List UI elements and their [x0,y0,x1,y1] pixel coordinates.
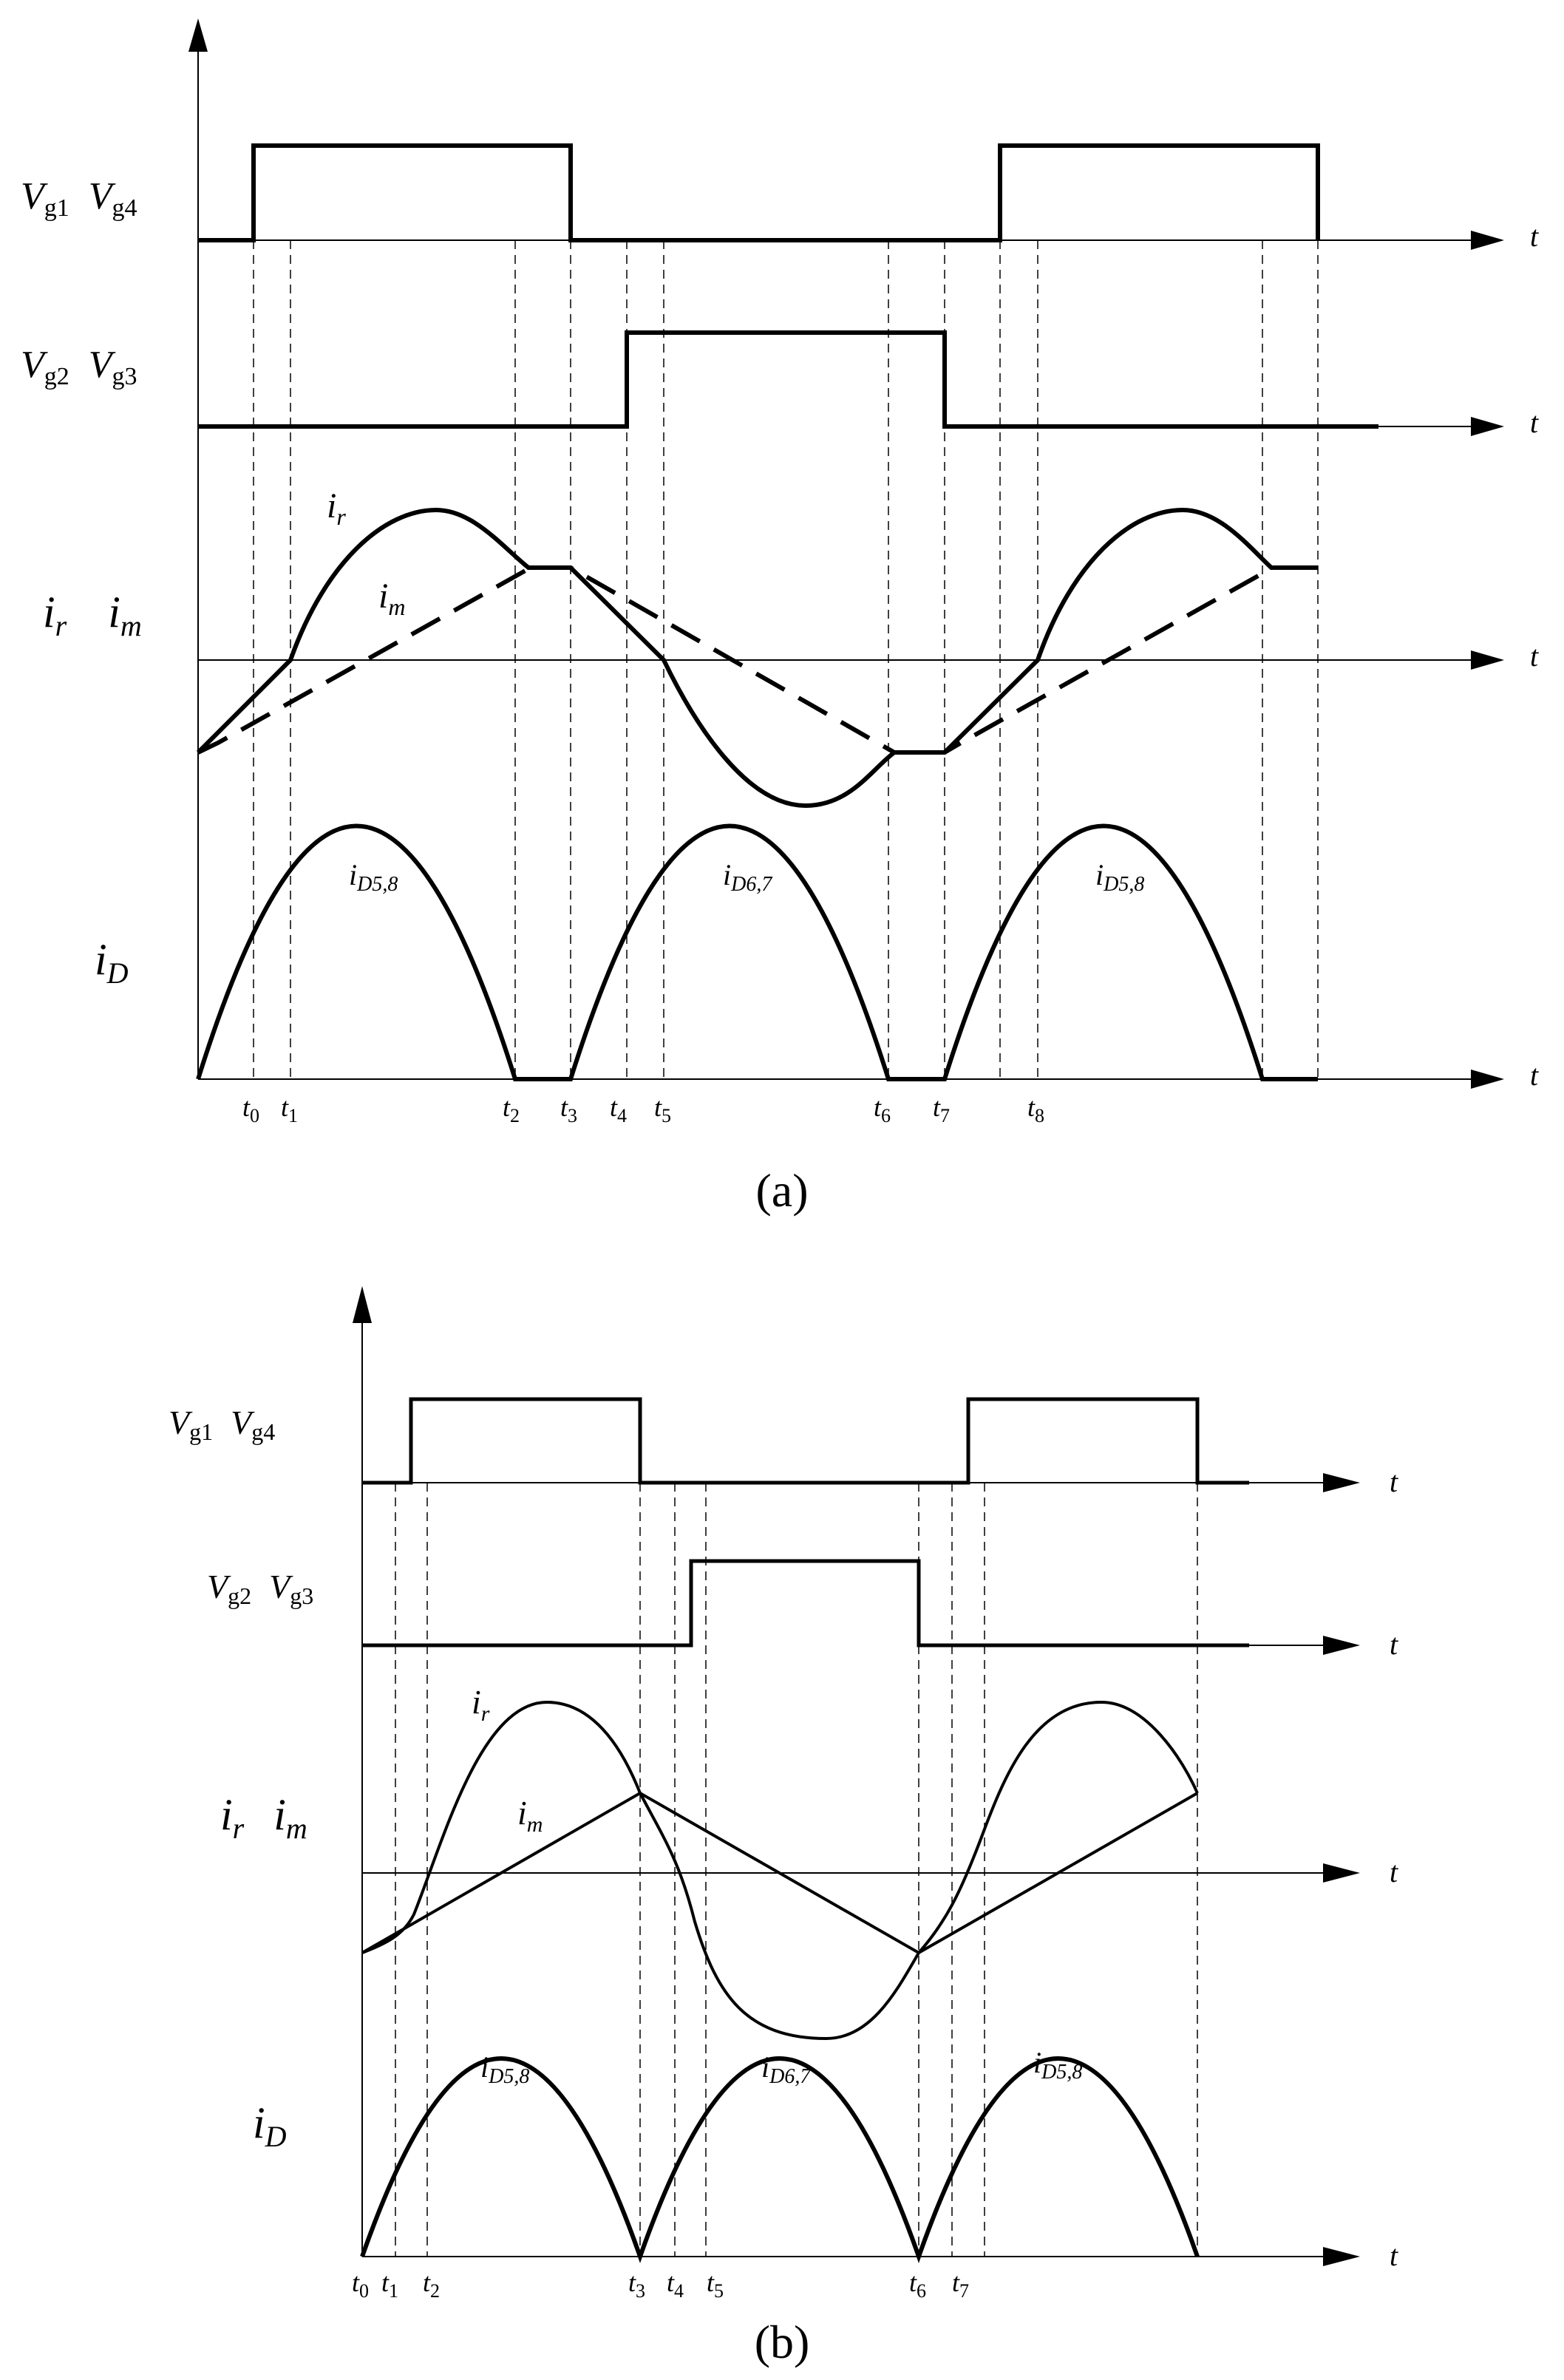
panel-b-time-label-t3: t3 [628,2268,645,2302]
panel-a-label-vg2-vg3: Vg2 Vg3 [21,344,137,390]
panel-b-label-id: iD [253,2098,287,2153]
panel-b-curve-label-im: im [517,1794,543,1837]
panel-a-axis-t-label: t [1530,220,1539,253]
panel-b-curve-label-id67: iD6,7 [761,2050,811,2088]
panel-a-curve-label-im: im [378,577,405,620]
panel-a-vg14-waveform [198,143,1320,242]
panel-b-time-label-t5: t5 [707,2268,724,2302]
panel-a-time-label-t6: t6 [874,1092,891,1126]
panel-b-time-label-t0: t0 [352,2268,369,2302]
panel-a-time-label-t3: t3 [560,1092,577,1126]
panel-b-time-label-t1: t1 [381,2268,398,2302]
panel-b-time-label-t7: t7 [952,2268,969,2302]
panel-b-axis-t-label: t [1390,1628,1398,1661]
panel-b-arrow-vg14 [1323,1473,1360,1492]
panel-b-axis-t-label: t [1390,2239,1398,2272]
panel-a-time-label-t2: t2 [503,1092,520,1126]
panel-b-guide-lines [395,1483,1198,2257]
panel-a-vg23-waveform [198,330,1378,429]
panel-a-arrow-irim [1471,650,1504,670]
panel-a-curve-label-id67: iD6,7 [723,858,772,896]
panel-b-time-label-t6: t6 [909,2268,926,2302]
panel-a-time-label-t7: t7 [933,1092,950,1126]
panel-a-time-label-t5: t5 [654,1092,671,1126]
panel-a-time-label-t4: t4 [610,1092,627,1126]
panel-b-curve-label-id58-2: iD5,8 [1033,2046,1082,2084]
panel-b-ir-waveform [361,1700,1199,2041]
panel-a-time-labels: t0 t1 t2 t3 t4 t5 t6 t7 t8 [242,1092,1044,1126]
panel-a-vertical-arrow [188,18,208,52]
panel-b-label-vg1-vg4: Vg1 Vg4 [169,1404,275,1445]
panel-a-time-axes [198,231,1504,1089]
panel-b-curve-label-ir: ir [472,1683,490,1726]
panel-a-time-label-t8: t8 [1027,1092,1044,1126]
panel-a-arrow-vg14 [1471,231,1504,250]
panel-a-guide-lines [253,240,1319,1079]
panel-b-time-labels: t0 t1 t2 t3 t4 t5 t6 t7 [352,2268,969,2302]
panel-a-id-waveform [196,823,1318,1081]
panel-b-vertical-arrow [353,1286,372,1323]
panel-a-time-label-t1: t1 [281,1092,298,1126]
panel-b-label-vg2-vg3: Vg2 Vg3 [207,1568,313,1609]
panel-a-arrow-id [1471,1070,1504,1089]
panel-a-time-label-t0: t0 [242,1092,259,1126]
panel-a-label-id: iD [95,935,129,990]
panel-b-vg14-waveform [362,1397,1249,1485]
panel-a-axis-t-label: t [1530,1058,1539,1092]
panel-a: t t t t Vg1 Vg4 Vg2 Vg3 [21,18,1539,1217]
panel-b: t t t t Vg1 Vg4 Vg2 Vg3 ir im [169,1286,1398,2368]
panel-b-time-axes [362,1473,1360,2266]
panel-b-time-label-t4: t4 [667,2268,684,2302]
panel-b-axis-t-label: t [1390,1465,1398,1498]
panel-b-im-waveform [361,1791,1198,1955]
panel-a-curve-label-id58-2: iD5,8 [1095,858,1144,896]
panel-b-arrow-vg23 [1323,1636,1360,1655]
panel-a-label-vg1-vg4: Vg1 Vg4 [21,175,137,222]
panel-a-curve-label-id58: iD5,8 [349,858,398,896]
panel-a-ir-waveform [196,507,1318,809]
panel-b-id-waveform [360,2056,1200,2264]
panel-b-axis-t-label: t [1390,1855,1398,1888]
panel-b-caption: (b) [755,2316,810,2368]
panel-b-label-ir-im: ir im [220,1790,307,1845]
panel-a-im-waveform [197,565,1318,755]
panel-a-axis-t-label: t [1530,406,1539,439]
panel-a-label-ir-im: ir im [43,588,142,642]
panel-a-arrow-vg23 [1471,417,1504,436]
panel-b-curve-label-id58: iD5,8 [480,2050,529,2088]
panel-a-axis-t-label: t [1530,639,1539,673]
panel-b-time-label-t2: t2 [423,2268,440,2302]
panel-b-arrow-irim [1323,1863,1360,1883]
panel-b-arrow-id [1323,2247,1360,2266]
panel-a-curve-label-ir: ir [327,486,346,530]
panel-b-vg23-waveform [362,1559,1249,1648]
panel-a-caption: (a) [755,1164,808,1217]
